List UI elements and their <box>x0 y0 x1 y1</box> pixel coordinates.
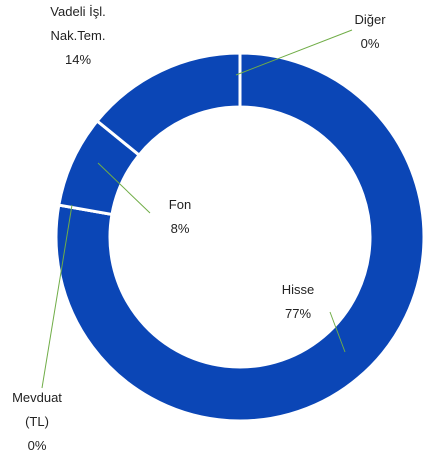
value-label: 14% <box>64 52 92 67</box>
leader-line <box>329 311 346 353</box>
leader-line <box>41 204 73 389</box>
category-label: Hisse <box>281 282 315 297</box>
category-label: Vadeli İşl. Nak.Tem. <box>50 4 106 43</box>
value-label: 0% <box>360 36 380 51</box>
data-label: Mevduat (TL) 0% <box>0 386 74 457</box>
category-label: Fon <box>168 197 192 212</box>
category-label: Mevduat (TL) <box>12 390 62 429</box>
value-label: 8% <box>170 221 190 236</box>
leader-line <box>235 29 353 76</box>
leader-line <box>97 162 151 214</box>
data-label: Vadeli İşl. Nak.Tem. 14% <box>30 0 126 72</box>
category-label: Diğer <box>354 12 386 27</box>
data-label: Hisse 77% <box>258 278 338 326</box>
value-label: 0% <box>27 438 47 453</box>
value-label: 77% <box>284 306 312 321</box>
data-label: Fon 8% <box>140 193 220 241</box>
data-label: Diğer 0% <box>330 8 410 56</box>
donut-segment <box>54 51 425 423</box>
